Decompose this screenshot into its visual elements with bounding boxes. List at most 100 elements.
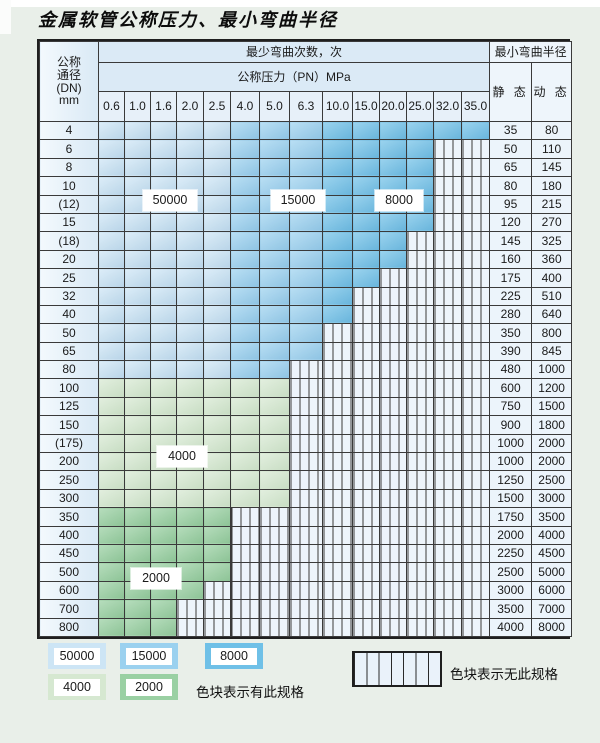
no-spec-cell [460,286,491,306]
cycles-8000-cell [322,212,353,233]
cycles-4000-cell [259,378,290,398]
cycles-50000-cell [203,120,231,141]
cycles-4000-cell [176,470,204,490]
cycles-50000-cell [98,249,125,270]
static-radius-cell: 1500 [489,488,533,509]
cycles-50000-cell [203,194,231,214]
cycles-50000-cell [176,323,204,343]
pressure-values-row: 0.6 1.0 1.6 2.0 2.5 4.0 5.0 6.3 10.0 15.0 20.0 25.0… [40,91,572,122]
cycles-15000-cell [289,286,323,306]
legend-no-spec-text: 色块表示无此规格 [450,667,558,682]
legend-value: 8000 [211,647,257,665]
no-spec-cell [433,452,462,472]
dynamic-radius-cell: 215 [531,194,573,214]
cycles-8000-cell [322,194,353,214]
no-spec-cell [460,488,491,509]
no-spec-cell [322,580,353,601]
table-row-dn-6: 6 50 110 [39,139,573,159]
no-spec-cell [433,176,462,196]
dynamic-radius-cell: 7000 [531,599,573,619]
no-spec-cell [352,580,380,601]
cycles-8000-cell [322,268,353,288]
dynamic-radius-cell: 1200 [531,378,573,398]
cycles-2000-cell [203,507,231,527]
cycles-4000-cell [176,396,204,417]
header-row-2: 公称压力（PN）MPa 静 态 动 态 [40,62,573,122]
no-spec-cell [460,396,491,417]
no-spec-cell [352,525,380,545]
cycles-50000-cell [176,249,204,270]
no-spec-cell [379,599,407,619]
no-spec-cell [289,396,323,417]
no-spec-cell [230,543,260,564]
no-spec-cell [433,139,462,159]
dynamic-radius-cell: 400 [531,268,573,288]
cycles-50000-cell [98,212,125,233]
no-spec-cell [406,415,434,435]
legend-swatch-4000: 4000 [48,674,106,700]
no-spec-cell [352,304,380,325]
cycles-4000-cell [124,452,151,472]
radius-header-cell: 最小弯曲半径 [489,41,573,63]
cycles-4000-cell [150,378,177,398]
cycles-50000-cell [150,323,177,343]
cycles-50000-cell [98,268,125,288]
no-spec-cell [460,415,491,435]
no-spec-cell [379,580,407,601]
cycles-4000-cell [203,470,231,490]
cycles-50000-cell [203,139,231,159]
no-spec-cell [460,231,491,251]
no-spec-cell [433,433,462,454]
cycles-50000-cell [150,268,177,288]
cycles-2000-cell [124,507,151,527]
table-row-dn-20: 20 160 360 [39,249,573,270]
cycles-8000-cell [322,249,353,270]
cycles-4000-cell [230,452,260,472]
cycles-15000-cell [230,120,260,141]
page-top-margin [0,0,600,7]
no-spec-cell [406,507,434,527]
dn-cell: 450 [39,543,99,564]
cycles-2000-cell [98,599,125,619]
no-spec-cell [259,562,290,582]
no-spec-cell [433,341,462,362]
cycles-15000-cell [259,157,290,178]
cycles-50000-cell [176,157,204,178]
cycles-4000-cell [230,470,260,490]
cycles-4000-cell [150,396,177,417]
cycles-15000-cell [259,139,290,159]
cycles-8000-cell [322,304,353,325]
no-spec-cell [322,525,353,545]
no-spec-cell [289,452,323,472]
cycles-50000-cell [176,268,204,288]
dn-cell: 500 [39,562,99,582]
cycles-8000-cell [433,120,462,141]
no-spec-cell [379,525,407,545]
no-spec-cell [322,543,353,564]
table-row-dn-200: 200 1000 2000 [39,452,573,472]
static-radius-cell: 35 [489,120,533,141]
table-row-dn-300: 300 1500 3000 [39,488,573,509]
cycles-2000-cell [203,562,231,582]
dynamic-radius-cell: 180 [531,176,573,196]
cycles-8000-cell [379,231,407,251]
cycles-4000-cell [230,488,260,509]
no-spec-cell [433,323,462,343]
pressure-value-cell: 35.0 [460,91,491,122]
cycles-50000-cell [98,360,125,380]
no-spec-cell [433,231,462,251]
no-spec-cell [289,433,323,454]
cycles-2000-cell [150,599,177,619]
no-spec-cell [406,617,434,638]
cycles-50000-cell [176,304,204,325]
cycles-4000-cell [124,378,151,398]
no-spec-cell [203,617,231,638]
cycles-15000-cell [230,268,260,288]
no-spec-cell [352,378,380,398]
no-spec-cell [352,360,380,380]
cycles-8000-cell [352,268,380,288]
no-spec-cell [352,323,380,343]
cycles-8000-cell [352,176,380,196]
cycles-15000-cell [289,268,323,288]
